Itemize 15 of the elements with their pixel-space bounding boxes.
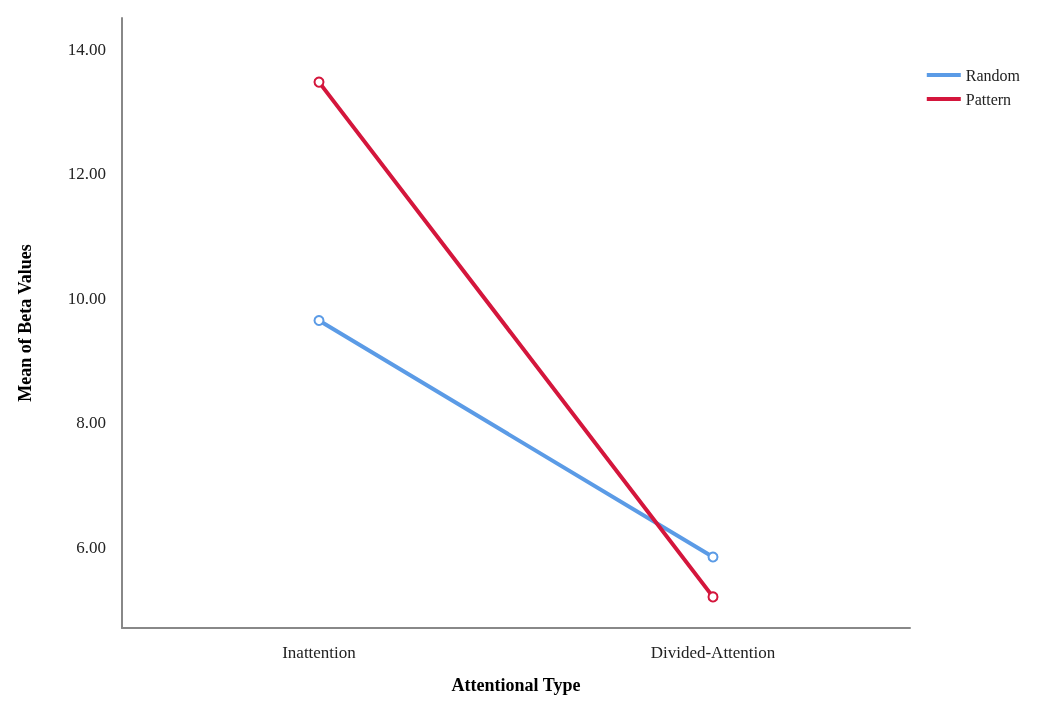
point [707, 551, 719, 563]
y-tick-label: 14.00 [67, 39, 106, 59]
y-tick-label: 8.00 [76, 413, 106, 433]
x-tick-label: Inattention [282, 643, 357, 662]
point [313, 76, 325, 88]
legend-label: Pattern [965, 90, 1012, 108]
x-axis-title: Attentional Type [451, 675, 581, 695]
y-tick-label: 12.00 [67, 164, 106, 184]
legend-label: Random [965, 66, 1021, 84]
y-tick-label: 6.00 [76, 537, 106, 557]
point [313, 315, 325, 327]
y-axis-title: Mean of Beta Values [15, 244, 35, 402]
x-tick-label: Divided-Attention [650, 643, 776, 662]
point [707, 591, 719, 603]
y-tick-label: 10.00 [67, 288, 106, 308]
